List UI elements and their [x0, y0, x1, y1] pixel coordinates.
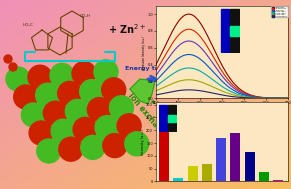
- Bar: [230, 26, 239, 36]
- Legend: 0 μM Fe3+, 0.5 μM Fe3+, 1 μM Fe3+, 10 μM Fe3+, 50 μM Fe3+, 70 μM Fe3+, 100 μM Fe: 0 μM Fe3+, 0.5 μM Fe3+, 1 μM Fe3+, 10 μM…: [271, 6, 288, 17]
- Circle shape: [125, 132, 149, 156]
- Circle shape: [109, 96, 133, 120]
- FancyArrowPatch shape: [148, 76, 156, 82]
- Circle shape: [29, 121, 53, 145]
- Circle shape: [59, 137, 83, 161]
- Circle shape: [80, 80, 104, 104]
- Polygon shape: [130, 79, 155, 104]
- Text: Energy transfer: Energy transfer: [125, 66, 181, 71]
- Y-axis label: Emission Intensity (a.u.): Emission Intensity (a.u.): [142, 35, 146, 69]
- Bar: [221, 9, 229, 52]
- Circle shape: [95, 116, 119, 140]
- FancyArrowPatch shape: [151, 100, 154, 103]
- Bar: [202, 163, 212, 181]
- Text: CO₂H: CO₂H: [80, 14, 91, 18]
- Circle shape: [58, 81, 82, 105]
- Text: Ion exchange: Ion exchange: [126, 91, 170, 141]
- Circle shape: [51, 119, 75, 143]
- Text: HO₂C: HO₂C: [23, 23, 33, 27]
- Bar: [245, 152, 255, 181]
- Bar: [230, 9, 239, 52]
- Bar: [273, 180, 283, 181]
- Circle shape: [36, 83, 60, 107]
- Circle shape: [37, 139, 61, 163]
- Bar: [173, 178, 183, 181]
- Circle shape: [102, 78, 126, 102]
- Circle shape: [103, 134, 127, 158]
- Circle shape: [72, 62, 96, 86]
- Bar: [188, 166, 198, 181]
- Circle shape: [94, 60, 118, 84]
- Bar: [230, 133, 240, 181]
- Bar: [168, 105, 176, 132]
- Circle shape: [87, 98, 111, 122]
- Circle shape: [28, 65, 52, 89]
- Circle shape: [9, 63, 17, 71]
- Circle shape: [4, 55, 12, 63]
- Circle shape: [81, 135, 105, 159]
- X-axis label: Wavelength/nm: Wavelength/nm: [208, 106, 236, 110]
- Bar: [159, 105, 167, 132]
- Circle shape: [22, 103, 45, 127]
- Circle shape: [73, 117, 97, 141]
- Circle shape: [6, 67, 30, 91]
- Bar: [168, 115, 176, 122]
- Bar: [159, 107, 169, 181]
- Circle shape: [117, 114, 141, 138]
- Circle shape: [14, 85, 38, 109]
- Circle shape: [50, 63, 74, 87]
- Bar: [259, 173, 269, 181]
- Circle shape: [65, 99, 89, 123]
- Y-axis label: Intensity (a.u.): Intensity (a.u.): [141, 129, 145, 155]
- Text: + Zn$^{2+}$: + Zn$^{2+}$: [108, 22, 146, 36]
- Circle shape: [43, 101, 68, 125]
- Bar: [216, 138, 226, 181]
